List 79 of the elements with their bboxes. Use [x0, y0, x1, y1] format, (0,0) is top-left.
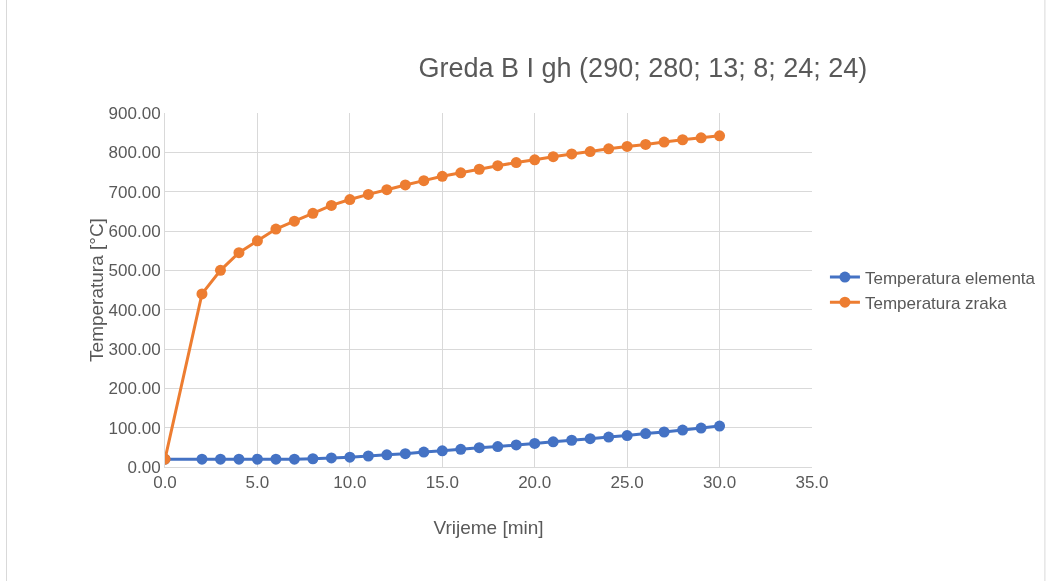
point: [214, 264, 226, 276]
point: [677, 134, 689, 146]
point: [714, 130, 726, 142]
point: [510, 439, 522, 451]
point: [214, 453, 226, 465]
point: [270, 453, 282, 465]
point: [566, 434, 578, 446]
point: [344, 451, 356, 463]
point: [418, 175, 430, 187]
point: [492, 160, 504, 172]
point: [621, 140, 633, 152]
point: [492, 441, 504, 453]
point: [381, 184, 393, 196]
point: [584, 433, 596, 445]
x-axis-title: Vrijeme [min]: [433, 517, 544, 538]
point: [233, 247, 245, 259]
x-tick-label: 30.0: [703, 473, 737, 493]
point: [529, 154, 541, 166]
point: [714, 420, 726, 432]
y-tick-label: 500.00: [108, 261, 161, 281]
y-tick-label: 200.00: [108, 379, 161, 399]
point: [677, 424, 689, 436]
point: [640, 428, 652, 440]
point: [399, 179, 411, 191]
point: [529, 437, 541, 449]
point: [362, 188, 374, 200]
y-tick-label: 800.00: [108, 143, 161, 163]
point: [566, 148, 578, 160]
point: [510, 157, 522, 169]
point: [288, 215, 300, 227]
point: [196, 288, 208, 300]
x-tick-label: 5.0: [245, 473, 270, 493]
point: [399, 448, 411, 460]
point: [547, 436, 559, 448]
point: [233, 453, 245, 465]
y-tick-label: 700.00: [108, 182, 161, 202]
point: [658, 136, 670, 148]
point: [695, 132, 707, 144]
legend-label: Temperatura zraka: [864, 293, 1008, 313]
point: [288, 453, 300, 465]
point: [455, 443, 467, 455]
point: [251, 235, 263, 247]
point: [307, 453, 319, 465]
point: [473, 163, 485, 175]
point: [436, 170, 448, 182]
point: [603, 143, 615, 155]
x-tick-label: 10.0: [333, 473, 367, 493]
point: [307, 207, 319, 219]
point: [325, 452, 337, 464]
y-tick-label: 600.00: [108, 221, 161, 241]
point: [547, 151, 559, 163]
y-tick-label: 900.00: [108, 103, 161, 123]
point: [695, 422, 707, 434]
point: [584, 146, 596, 158]
chart-title: Greda B I gh (290; 280; 13; 8; 24; 24): [418, 53, 868, 83]
y-tick-label: 300.00: [108, 339, 161, 359]
point: [436, 445, 448, 457]
x-tick-label: 35.0: [795, 473, 829, 493]
point: [196, 453, 208, 465]
y-axis-title: Temperatura [°C]: [85, 218, 107, 362]
point: [658, 426, 670, 438]
point: [640, 138, 652, 150]
x-tick-label: 15.0: [425, 473, 459, 493]
point: [455, 167, 467, 179]
point: [603, 431, 615, 443]
point: [621, 430, 633, 442]
point: [344, 194, 356, 206]
y-tick-label: 400.00: [108, 300, 161, 320]
legend-label: Temperatura elementa: [864, 268, 1036, 288]
point: [325, 199, 337, 211]
x-tick-label: 20.0: [518, 473, 552, 493]
y-tick-label: 100.00: [108, 418, 161, 438]
point: [381, 449, 393, 461]
point: [362, 450, 374, 462]
point: [418, 446, 430, 458]
point: [251, 453, 263, 465]
x-tick-label: 25.0: [610, 473, 644, 493]
point: [473, 442, 485, 454]
point: [270, 223, 282, 235]
